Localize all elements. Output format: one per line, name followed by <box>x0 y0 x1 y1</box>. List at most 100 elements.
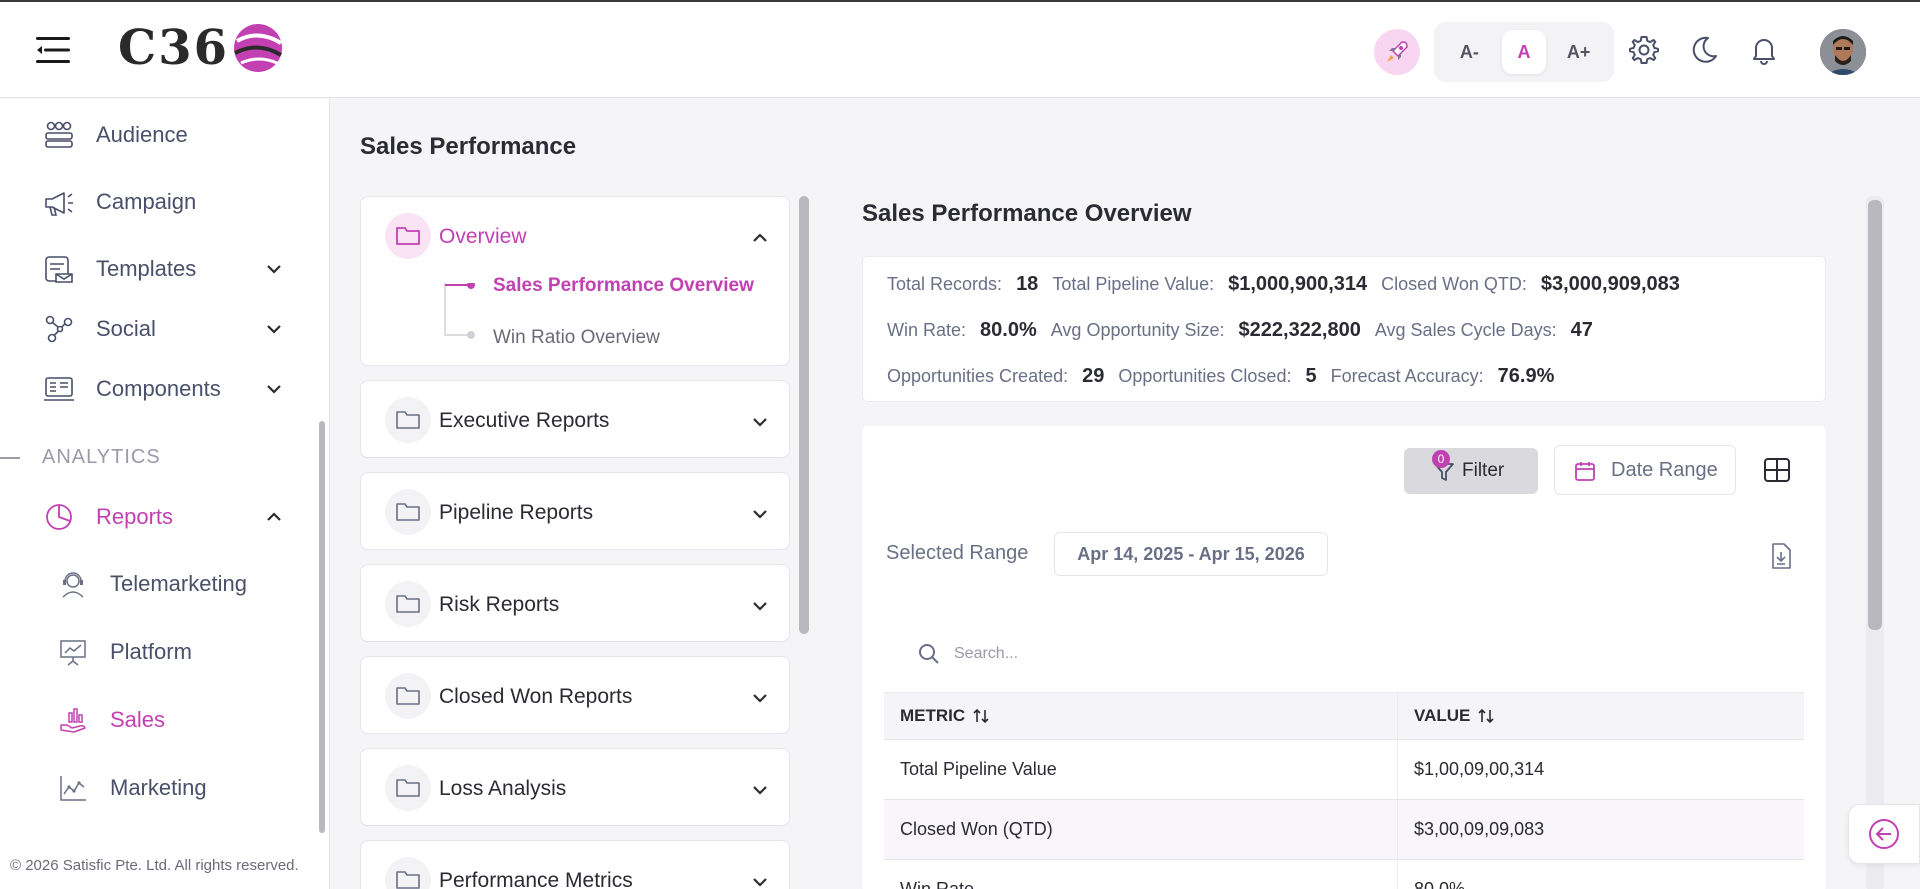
tree-group-executive-reports[interactable]: Executive Reports <box>360 380 790 458</box>
stat-value: 76.9% <box>1497 365 1555 387</box>
sidebar-item-label: Campaign <box>96 189 197 214</box>
column-header-value[interactable]: VALUE <box>1398 693 1804 739</box>
chevron-down-icon <box>267 265 281 274</box>
tree-group-pipeline-reports[interactable]: Pipeline Reports <box>360 472 790 550</box>
stats-row: Win Rate: 80.0% Avg Opportunity Size: $2… <box>887 319 1607 342</box>
presentation-icon <box>60 640 86 666</box>
chevron-down-icon <box>753 786 767 795</box>
column-toggle-icon[interactable] <box>1762 456 1792 484</box>
sidebar-item-label: Social <box>96 316 156 341</box>
sidebar-subitem-sales[interactable]: Sales <box>0 695 310 745</box>
stat-value: $1,000,900,314 <box>1228 273 1368 295</box>
tree-group-label: Performance Metrics <box>439 869 633 889</box>
search-icon <box>919 644 939 664</box>
font-size-controls: A- A A+ <box>1434 22 1614 82</box>
chevron-up-icon <box>267 512 281 521</box>
bell-icon[interactable] <box>1748 34 1780 66</box>
sidebar-item-label: Reports <box>96 504 174 529</box>
headset-icon <box>62 572 84 598</box>
column-header-label: VALUE <box>1414 706 1471 725</box>
table-cell: $3,00,09,09,083 <box>1414 819 1545 839</box>
back-arrow-button[interactable] <box>1848 804 1920 864</box>
folder-icon-wrap <box>385 581 431 627</box>
stat-key: Forecast Accuracy: <box>1330 366 1484 386</box>
stat-key: Opportunities Created: <box>887 366 1069 386</box>
search-input[interactable] <box>954 645 1354 663</box>
sidebar-item-social[interactable]: Social <box>0 303 310 355</box>
section-label-analytics: ANALYTICS <box>0 446 161 469</box>
sort-icon <box>1478 708 1494 724</box>
page-title: Sales Performance <box>360 133 577 160</box>
avatar-image <box>1820 29 1866 75</box>
rocket-icon <box>1387 41 1408 62</box>
folder-icon-wrap <box>385 857 431 889</box>
tree-group-label[interactable]: Overview <box>439 225 527 248</box>
sidebar-scrollbar[interactable] <box>319 421 325 833</box>
line-chart-icon <box>60 776 86 801</box>
section-label-text: ANALYTICS <box>42 446 161 468</box>
tree-group-label: Closed Won Reports <box>439 685 633 708</box>
chevron-down-icon <box>753 418 767 427</box>
rocket-button[interactable] <box>1374 29 1420 75</box>
export-document-icon[interactable] <box>1768 542 1794 570</box>
font-decrease-button[interactable]: A- <box>1459 41 1479 62</box>
sidebar-subitem-marketing[interactable]: Marketing <box>0 763 310 813</box>
sidebar-item-audience[interactable]: Audience <box>0 109 310 161</box>
column-header-label: METRIC <box>900 706 966 725</box>
tree-group-risk-reports[interactable]: Risk Reports <box>360 564 790 642</box>
report-title: Sales Performance Overview <box>862 200 1192 227</box>
table-row[interactable]: Total Pipeline Value $1,00,09,00,314 <box>884 740 1804 800</box>
table-row[interactable]: Closed Won (QTD) $3,00,09,09,083 <box>884 800 1804 860</box>
tree-group-label: Loss Analysis <box>439 777 567 800</box>
metrics-table: METRIC VALUE Total Pipeline Value $1,00,… <box>884 692 1804 889</box>
search-box <box>900 632 1500 676</box>
tree-item-sales-performance-overview[interactable]: Sales Performance Overview <box>493 275 754 296</box>
column-header-metric[interactable]: METRIC <box>884 693 1398 739</box>
sidebar-item-components[interactable]: Components <box>0 363 310 415</box>
settings-icon[interactable] <box>1628 34 1660 66</box>
chevron-down-icon <box>753 510 767 519</box>
sidebar-item-templates[interactable]: Templates <box>0 243 310 295</box>
logo[interactable]: C36 <box>118 18 285 78</box>
main-scrollbar[interactable] <box>1868 200 1882 630</box>
stats-row: Opportunities Created: 29 Opportunities … <box>887 365 1568 388</box>
stat-value: 29 <box>1082 365 1105 387</box>
selected-range-value: Apr 14, 2025 - Apr 15, 2026 <box>1054 532 1328 576</box>
folder-icon <box>396 595 420 613</box>
folder-icon <box>396 227 420 245</box>
date-range-label: Date Range <box>1611 458 1718 481</box>
folder-icon <box>396 503 420 521</box>
tree-scrollbar[interactable] <box>799 196 809 634</box>
stat-value: $222,322,800 <box>1238 319 1361 341</box>
date-range-button[interactable]: Date Range <box>1554 445 1736 495</box>
font-increase-button[interactable]: A+ <box>1566 41 1591 62</box>
chevron-down-icon <box>753 694 767 703</box>
tree-group-performance-metrics[interactable]: Performance Metrics <box>360 840 790 889</box>
stat-key: Avg Sales Cycle Days: <box>1374 320 1557 340</box>
avatar[interactable] <box>1820 29 1866 75</box>
stats-row: Total Records: 18 Total Pipeline Value: … <box>887 273 1694 296</box>
tree-item-win-ratio-overview[interactable]: Win Ratio Overview <box>493 327 660 348</box>
table-cell: 80.0% <box>1414 879 1466 889</box>
sales-icon <box>60 708 86 733</box>
chevron-up-icon[interactable] <box>749 227 771 249</box>
filter-button[interactable]: 0 Filter <box>1404 448 1538 494</box>
sidebar-item-reports[interactable]: Reports <box>0 491 310 543</box>
font-normal-button[interactable]: A <box>1501 30 1546 74</box>
sidebar-subitem-platform[interactable]: Platform <box>0 627 310 677</box>
stat-key: Closed Won QTD: <box>1381 274 1527 294</box>
arrow-left-circle-icon <box>1869 819 1899 849</box>
menu-icon[interactable] <box>36 36 70 64</box>
folder-icon <box>396 411 420 429</box>
folder-icon <box>396 687 420 705</box>
moon-icon[interactable] <box>1688 34 1720 66</box>
table-row[interactable]: Win Rate 80.0% <box>884 860 1804 889</box>
audience-icon <box>45 121 73 148</box>
sidebar-item-campaign[interactable]: Campaign <box>0 176 310 228</box>
calendar-icon <box>1575 462 1595 481</box>
filter-count-badge: 0 <box>1432 450 1450 468</box>
tree-group-closed-won-reports[interactable]: Closed Won Reports <box>360 656 790 734</box>
tree-group-loss-analysis[interactable]: Loss Analysis <box>360 748 790 826</box>
table-cell: Closed Won (QTD) <box>884 800 1398 859</box>
sidebar-subitem-telemarketing[interactable]: Telemarketing <box>0 559 310 609</box>
